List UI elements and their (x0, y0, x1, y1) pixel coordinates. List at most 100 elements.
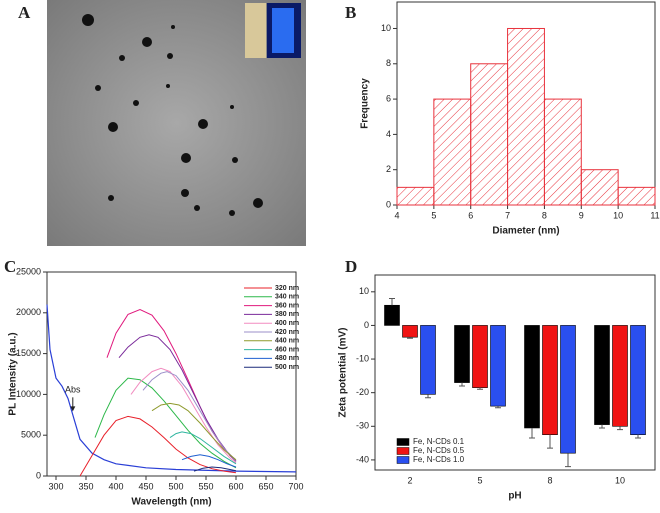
spectrum-line (181, 454, 237, 468)
legend-label: 500 nm (275, 364, 299, 371)
bar (594, 325, 610, 425)
y-tick-label: 20000 (16, 307, 41, 317)
y-tick-label: 2 (386, 164, 391, 174)
error-bar (547, 434, 553, 449)
panel-label: C (4, 257, 16, 276)
y-tick-label: 4 (386, 129, 391, 139)
spectrum-line (118, 334, 237, 462)
legend-label: 360 nm (275, 302, 299, 309)
bar (402, 325, 418, 338)
bar (612, 325, 628, 427)
error-bar (459, 382, 465, 387)
legend-swatch (396, 438, 410, 446)
legend-label: 480 nm (275, 355, 299, 362)
x-tick-label: 10 (615, 475, 625, 485)
y-tick-label: 0 (386, 199, 391, 209)
x-tick-label: 450 (138, 481, 153, 491)
x-axis-label: pH (508, 491, 521, 502)
legend-label: 320 nm (275, 285, 299, 292)
x-axis-label: Wavelength (nm) (131, 497, 211, 508)
legend-label: 420 nm (275, 329, 299, 336)
error-bar (407, 337, 413, 339)
y-axis-label: Frequency (360, 78, 371, 129)
plot-frame (374, 274, 656, 471)
legend-swatch (396, 447, 410, 455)
y-tick-label: 10 (381, 23, 391, 33)
y-tick-label: 25000 (16, 266, 41, 276)
x-tick-label: 5 (477, 475, 482, 485)
error-bar (565, 453, 571, 468)
histogram-bar (617, 186, 656, 206)
x-tick-label: 350 (78, 481, 93, 491)
x-tick-label: 8 (547, 475, 552, 485)
bar (630, 325, 646, 435)
panel-label: D (345, 257, 357, 276)
spectrum-line (79, 415, 237, 477)
tem-image (47, 0, 306, 246)
y-tick-label: 10000 (16, 389, 41, 399)
spectrum-line (94, 377, 237, 469)
bar (454, 325, 470, 383)
x-tick-label: 300 (48, 481, 63, 491)
histogram-bar (580, 169, 619, 206)
y-tick-label: -20 (356, 387, 369, 397)
legend-label: 380 nm (275, 311, 299, 318)
bar (420, 325, 436, 395)
error-bar (425, 394, 431, 399)
plot-frame (46, 271, 297, 477)
error-bar (389, 298, 395, 306)
abs-line (46, 304, 297, 473)
legend-label: 340 nm (275, 294, 299, 301)
y-tick-label: 5000 (21, 430, 41, 440)
spectrum-line (193, 466, 237, 472)
x-tick-label: 7 (505, 210, 510, 220)
legend-label: Fe, N-CDs 0.1 (413, 437, 465, 446)
x-axis-label: Diameter (nm) (492, 226, 559, 237)
legend-label: 460 nm (275, 346, 299, 353)
x-tick-label: 700 (288, 481, 303, 491)
bar (472, 325, 488, 388)
y-tick-label: 0 (36, 470, 41, 480)
legend-label: Fe, N-CDs 0.5 (413, 446, 465, 455)
annotation-arrowhead (70, 406, 76, 412)
bar (384, 304, 400, 326)
error-bar (599, 424, 605, 429)
x-tick-label: 11 (650, 210, 659, 220)
y-tick-label: 8 (386, 58, 391, 68)
bar (524, 325, 540, 429)
x-tick-label: 500 (168, 481, 183, 491)
x-tick-label: 600 (228, 481, 243, 491)
x-tick-label: 10 (613, 210, 623, 220)
x-tick-label: 650 (258, 481, 273, 491)
histogram-bar (470, 63, 509, 206)
y-tick-label: -40 (356, 454, 369, 464)
bar (560, 325, 576, 454)
x-tick-label: 6 (468, 210, 473, 220)
spectrum-line (151, 402, 237, 461)
x-tick-label: 4 (394, 210, 399, 220)
panel-label: B (345, 3, 356, 22)
x-tick-label: 550 (198, 481, 213, 491)
legend-swatch (396, 456, 410, 464)
y-axis-label: Zeta potential (mV) (338, 327, 349, 417)
bar (490, 325, 506, 407)
spectrum-line (130, 367, 237, 464)
histogram-bar (396, 186, 435, 206)
y-tick-label: -30 (356, 421, 369, 431)
legend-label: 440 nm (275, 338, 299, 345)
spectrum-line (169, 431, 237, 465)
x-tick-label: 400 (108, 481, 123, 491)
y-tick-label: 15000 (16, 348, 41, 358)
y-axis-label: PL Intensity (a.u.) (8, 332, 19, 415)
x-tick-label: 8 (542, 210, 547, 220)
bar (542, 325, 558, 435)
x-tick-label: 2 (407, 475, 412, 485)
histogram-bar (433, 98, 472, 206)
annotation: Abs (65, 385, 81, 395)
x-tick-label: 5 (431, 210, 436, 220)
y-tick-label: 10 (359, 286, 369, 296)
error-bar (617, 426, 623, 431)
legend-label: 400 nm (275, 320, 299, 327)
